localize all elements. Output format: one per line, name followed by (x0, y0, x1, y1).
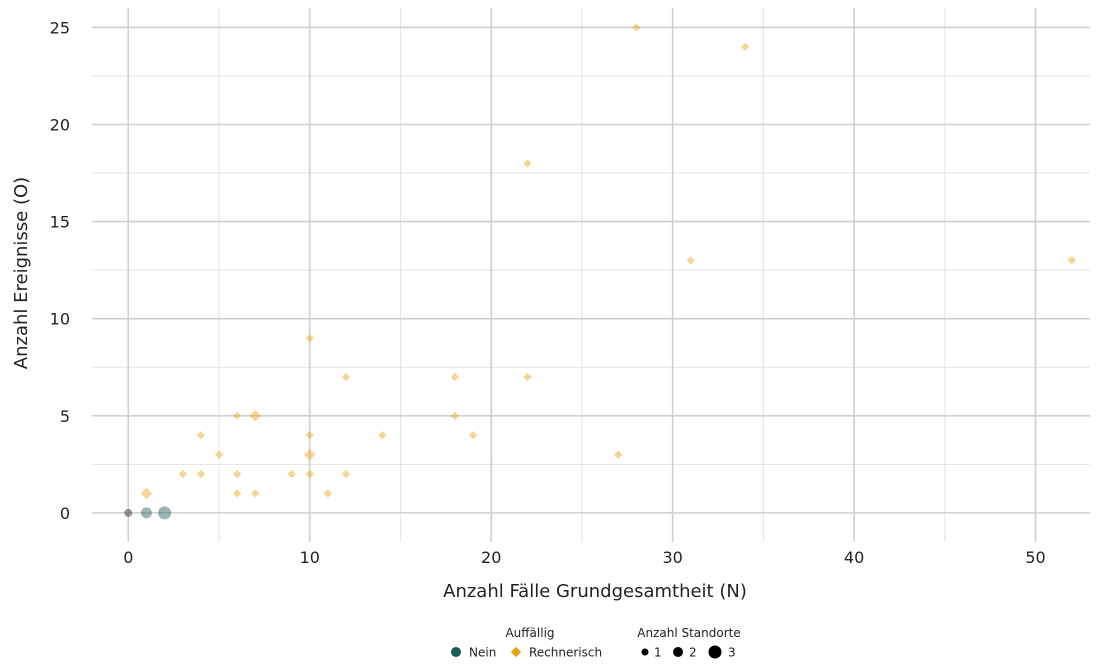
diamond-point (687, 256, 695, 264)
data-points (124, 23, 1076, 519)
diamond-point (342, 470, 350, 478)
diamond-point (741, 43, 749, 51)
diamond-point (451, 373, 459, 381)
size-legend-title: Anzahl Standorte (637, 626, 740, 640)
circle-point (158, 506, 171, 519)
diamond-point (233, 489, 241, 497)
diamond-point (197, 470, 205, 478)
diamond-point (306, 470, 314, 478)
legend: Auffällig Anzahl Standorte Nein Rechneris… (451, 626, 741, 660)
legend-label: 3 (728, 646, 736, 660)
x-tick-label: 40 (844, 548, 864, 567)
x-tick-label: 50 (1025, 548, 1045, 567)
diamond-point (632, 23, 640, 31)
diamond-point (287, 470, 295, 478)
diamond-point (233, 470, 241, 478)
diamond-point (141, 488, 153, 500)
diamond-point (469, 431, 477, 439)
x-tick-label: 0 (123, 548, 133, 567)
circle-point (124, 509, 132, 517)
tick-labels: 0 10 20 30 40 50 0 5 10 15 20 25 (50, 18, 1046, 567)
diamond-point (215, 450, 223, 458)
diamond-point (523, 159, 531, 167)
x-tick-label: 20 (481, 548, 501, 567)
x-axis-title: Anzahl Fälle Grundgesamtheit (N) (443, 581, 747, 602)
diamond-point (197, 431, 205, 439)
legend-label: Nein (469, 646, 496, 660)
grid (92, 8, 1090, 542)
diamond-point (342, 373, 350, 381)
diamond-point (324, 489, 332, 497)
diamond-point (523, 373, 531, 381)
y-tick-label: 0 (60, 504, 70, 523)
x-tick-label: 10 (300, 548, 320, 567)
legend-size-icon (709, 646, 722, 659)
y-tick-label: 15 (50, 213, 70, 232)
legend-label: Rechnerisch (529, 646, 602, 660)
diamond-point (251, 489, 259, 497)
y-tick-label: 10 (50, 310, 70, 329)
diamond-point (614, 450, 622, 458)
y-tick-label: 25 (50, 18, 70, 37)
x-tick-label: 30 (662, 548, 682, 567)
legend-size-icon (673, 647, 683, 657)
legend-label: 2 (689, 646, 697, 660)
y-axis-title: Anzahl Ereignisse (O) (11, 177, 32, 369)
color-legend-title: Auffällig (505, 626, 554, 640)
legend-circle-icon (451, 647, 461, 657)
legend-items: Nein Rechnerisch 1 2 3 (451, 646, 736, 660)
legend-diamond-icon (511, 647, 522, 658)
legend-size-icon (642, 649, 649, 656)
diamond-point (179, 470, 187, 478)
diamond-point (1068, 256, 1076, 264)
diamond-point (306, 431, 314, 439)
diamond-point (250, 410, 262, 422)
diamond-point (304, 449, 316, 461)
diamond-point (378, 431, 386, 439)
diamond-point (233, 412, 241, 420)
y-tick-label: 5 (60, 407, 70, 426)
circle-point (141, 507, 152, 518)
y-tick-label: 20 (50, 116, 70, 135)
diamond-point (306, 334, 314, 342)
diamond-point (451, 412, 459, 420)
legend-label: 1 (654, 646, 662, 660)
